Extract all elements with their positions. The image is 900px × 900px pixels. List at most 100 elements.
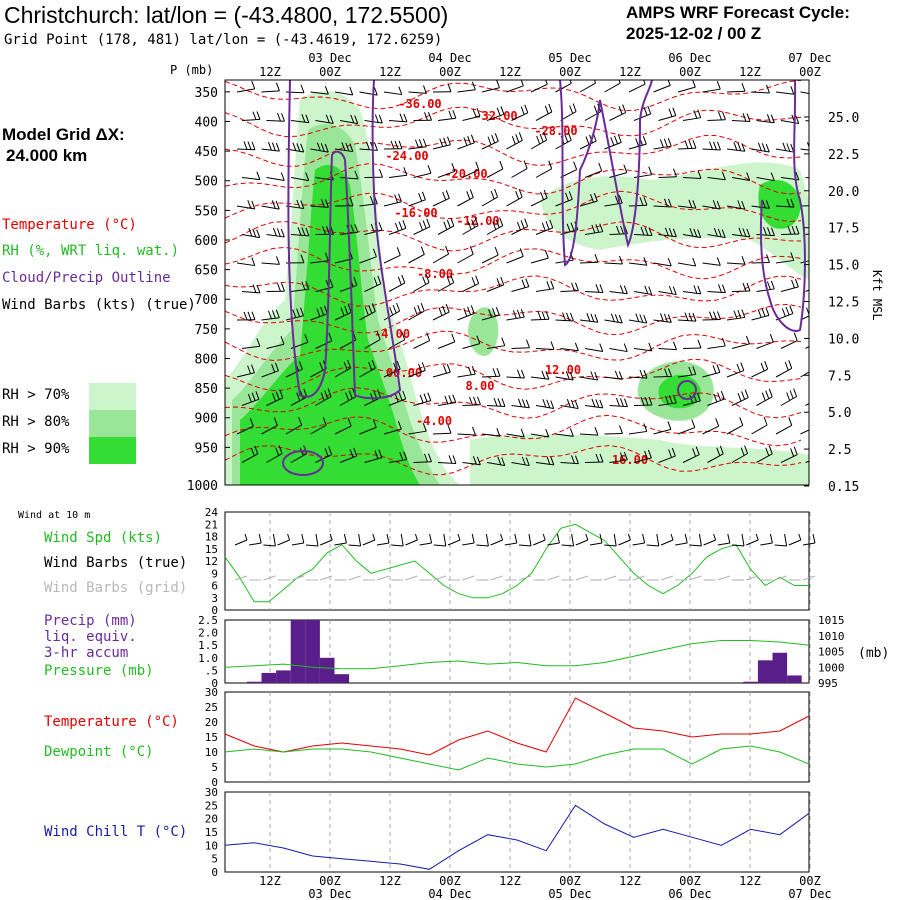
wind-barb-flag [614, 135, 618, 145]
temp-tick: 20 [205, 716, 218, 729]
wind-barb-flag [488, 309, 493, 318]
wind-barb-flag [819, 448, 822, 456]
wind-barb-flag [599, 453, 604, 463]
surface-wind-barb [291, 533, 305, 581]
precip-bar [334, 674, 350, 683]
isotherm-label: -36.00 [398, 97, 441, 111]
wind-barb-flag [816, 279, 819, 287]
wind-barb-flag [820, 116, 823, 124]
wind-barb-flag [745, 335, 750, 345]
wind-barb-flag [545, 371, 550, 380]
wind-barb-shaft [775, 148, 794, 153]
wind-barb-flag [316, 142, 321, 151]
wind-barb-shaft [702, 318, 721, 321]
wind-barb-shaft [261, 424, 278, 435]
wind-barb-flag [663, 138, 668, 147]
wind-barb-flag [347, 304, 352, 313]
wind-barb-shaft [800, 371, 809, 378]
wind-barb-shaft [682, 117, 701, 121]
wind-barb-flag [623, 343, 628, 352]
wind-barb [339, 114, 359, 125]
wind-barb-flag [273, 417, 278, 426]
wind-barb-shaft [462, 115, 481, 121]
wind-barb-flag [329, 115, 334, 124]
legend-rh80-label: RH > 80% [2, 414, 70, 430]
wind-barb-shaft [555, 198, 573, 207]
grid-wind-barb [291, 575, 304, 581]
kft-tick-label: 12.5 [828, 296, 859, 311]
wind-barb-flag [712, 200, 717, 209]
surface-wind-barb-shaft [660, 539, 674, 546]
wind-barb-shaft [413, 461, 432, 463]
wind-barb-shaft [756, 234, 775, 237]
forecast-cycle-date: 2025-12-02 / 00 Z [626, 24, 762, 43]
wind-barb [584, 284, 604, 293]
wind-barb-flag [693, 110, 698, 119]
wind-barb [241, 284, 261, 294]
wind-barb-flag [251, 257, 256, 266]
wind-barb-shaft [731, 397, 749, 406]
wind-barb-flag [768, 388, 773, 397]
wind-barb-flag [574, 342, 579, 351]
wind-barb [677, 312, 697, 322]
wind-barb-shaft [609, 459, 628, 463]
legend-temperature: Temperature (°C) [2, 217, 137, 233]
wind-barb-flag [511, 136, 516, 145]
wind-barb-shaft [261, 205, 280, 210]
wind-barb-flag [324, 390, 329, 399]
wind-barb-flag [746, 282, 751, 292]
surface-wind-barb-shaft [646, 544, 659, 547]
wind-barb-shaft [800, 91, 809, 94]
wind-barb-flag [664, 368, 668, 377]
wind-barb-flag [610, 137, 615, 146]
wind-barb-shaft [530, 83, 548, 93]
wind-barb [677, 140, 697, 150]
wind-barb-flag [353, 277, 358, 286]
wind-barb [726, 83, 746, 93]
wind-barb-shaft [702, 205, 721, 210]
wind-barb-flag [472, 456, 477, 465]
wind-barb-flag [595, 453, 600, 463]
wind-barb-shaft [579, 319, 598, 323]
wind-barb [310, 85, 329, 95]
surface-wind-barb-flag [414, 533, 418, 541]
wind-barb [457, 134, 475, 150]
wind-barb-flag [791, 279, 796, 289]
precip-bar [787, 675, 802, 683]
wind-barb [805, 116, 823, 124]
surface-wind-barb-flag [613, 533, 617, 547]
wind-barb-flag [635, 313, 640, 322]
wind-barb [511, 339, 530, 349]
wind-barb-shaft [315, 120, 334, 124]
wind-panel-frame [224, 511, 810, 611]
wind-barb-shaft [682, 400, 701, 406]
wind-barb [682, 228, 702, 239]
kft-tick-label: 22.5 [828, 148, 859, 163]
surface-wind-barb-flag [244, 533, 248, 541]
wind-barb [481, 246, 499, 264]
wind-barb [780, 446, 798, 463]
wind-barb-shaft [413, 282, 430, 292]
wind-barb-flag [764, 360, 769, 370]
wind-barb [604, 134, 622, 150]
wind-barb [462, 275, 480, 292]
wind-barb-flag [463, 308, 468, 317]
wind-barb [261, 256, 280, 265]
surface-wind-barb-flag [599, 533, 603, 544]
wind-barb-shaft [359, 91, 378, 96]
wind-barb-flag [741, 83, 746, 92]
wind-barb-flag [550, 341, 555, 350]
wind-barb-flag [403, 113, 408, 123]
wind-barb [658, 285, 677, 296]
wind-barb-flag [518, 132, 523, 141]
wind-barb-shaft [775, 259, 794, 264]
date-label-bottom: 04 Dec [428, 887, 471, 900]
wind-barb-flag [742, 113, 747, 122]
wind-barb [530, 249, 549, 264]
wind-barb [432, 245, 450, 264]
wind-barb-flag [247, 393, 252, 403]
temp-tick: 30 [205, 686, 218, 699]
wind-barb-flag [428, 112, 432, 121]
wind-barb-flag [544, 249, 549, 259]
wind-barb [266, 283, 285, 292]
